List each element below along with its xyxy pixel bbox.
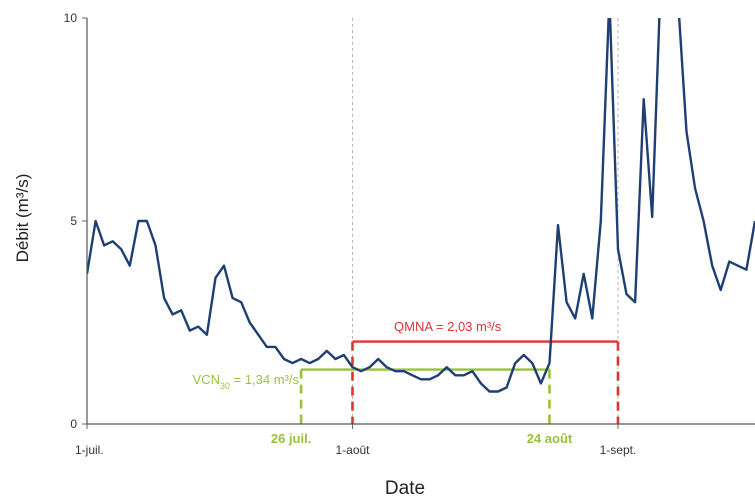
axes [82,17,755,429]
y-tick-label: 5 [70,214,77,228]
y-axis-label: Débit (m³/s) [13,174,32,263]
annotation-layer [299,340,620,424]
y-tick-label: 10 [64,11,78,25]
vcn30-end-date-label: 24 août [527,431,573,446]
x-tick-label: 1-juil. [75,443,104,457]
vcn30-label: VCN30 = 1,34 m³/s [193,372,300,391]
x-tick-label: 1-août [335,443,370,457]
vcn30-label-sub: 30 [220,381,230,391]
y-tick-label: 0 [70,417,77,431]
vcn30-start-date-label: 26 juil. [271,431,311,446]
series-line [87,18,755,393]
qmna-label: QMNA = 2,03 m³/s [394,319,502,334]
x-axis-label: Date [385,478,425,499]
x-tick-label: 1-sept. [600,443,637,457]
grid-lines [351,18,619,424]
vcn30-label-main: VCN [193,372,220,387]
tick-labels: 1-juil. 1-août 1-sept. 0 5 10 [64,11,637,457]
vcn30-label-rest: = 1,34 m³/s [230,372,299,387]
